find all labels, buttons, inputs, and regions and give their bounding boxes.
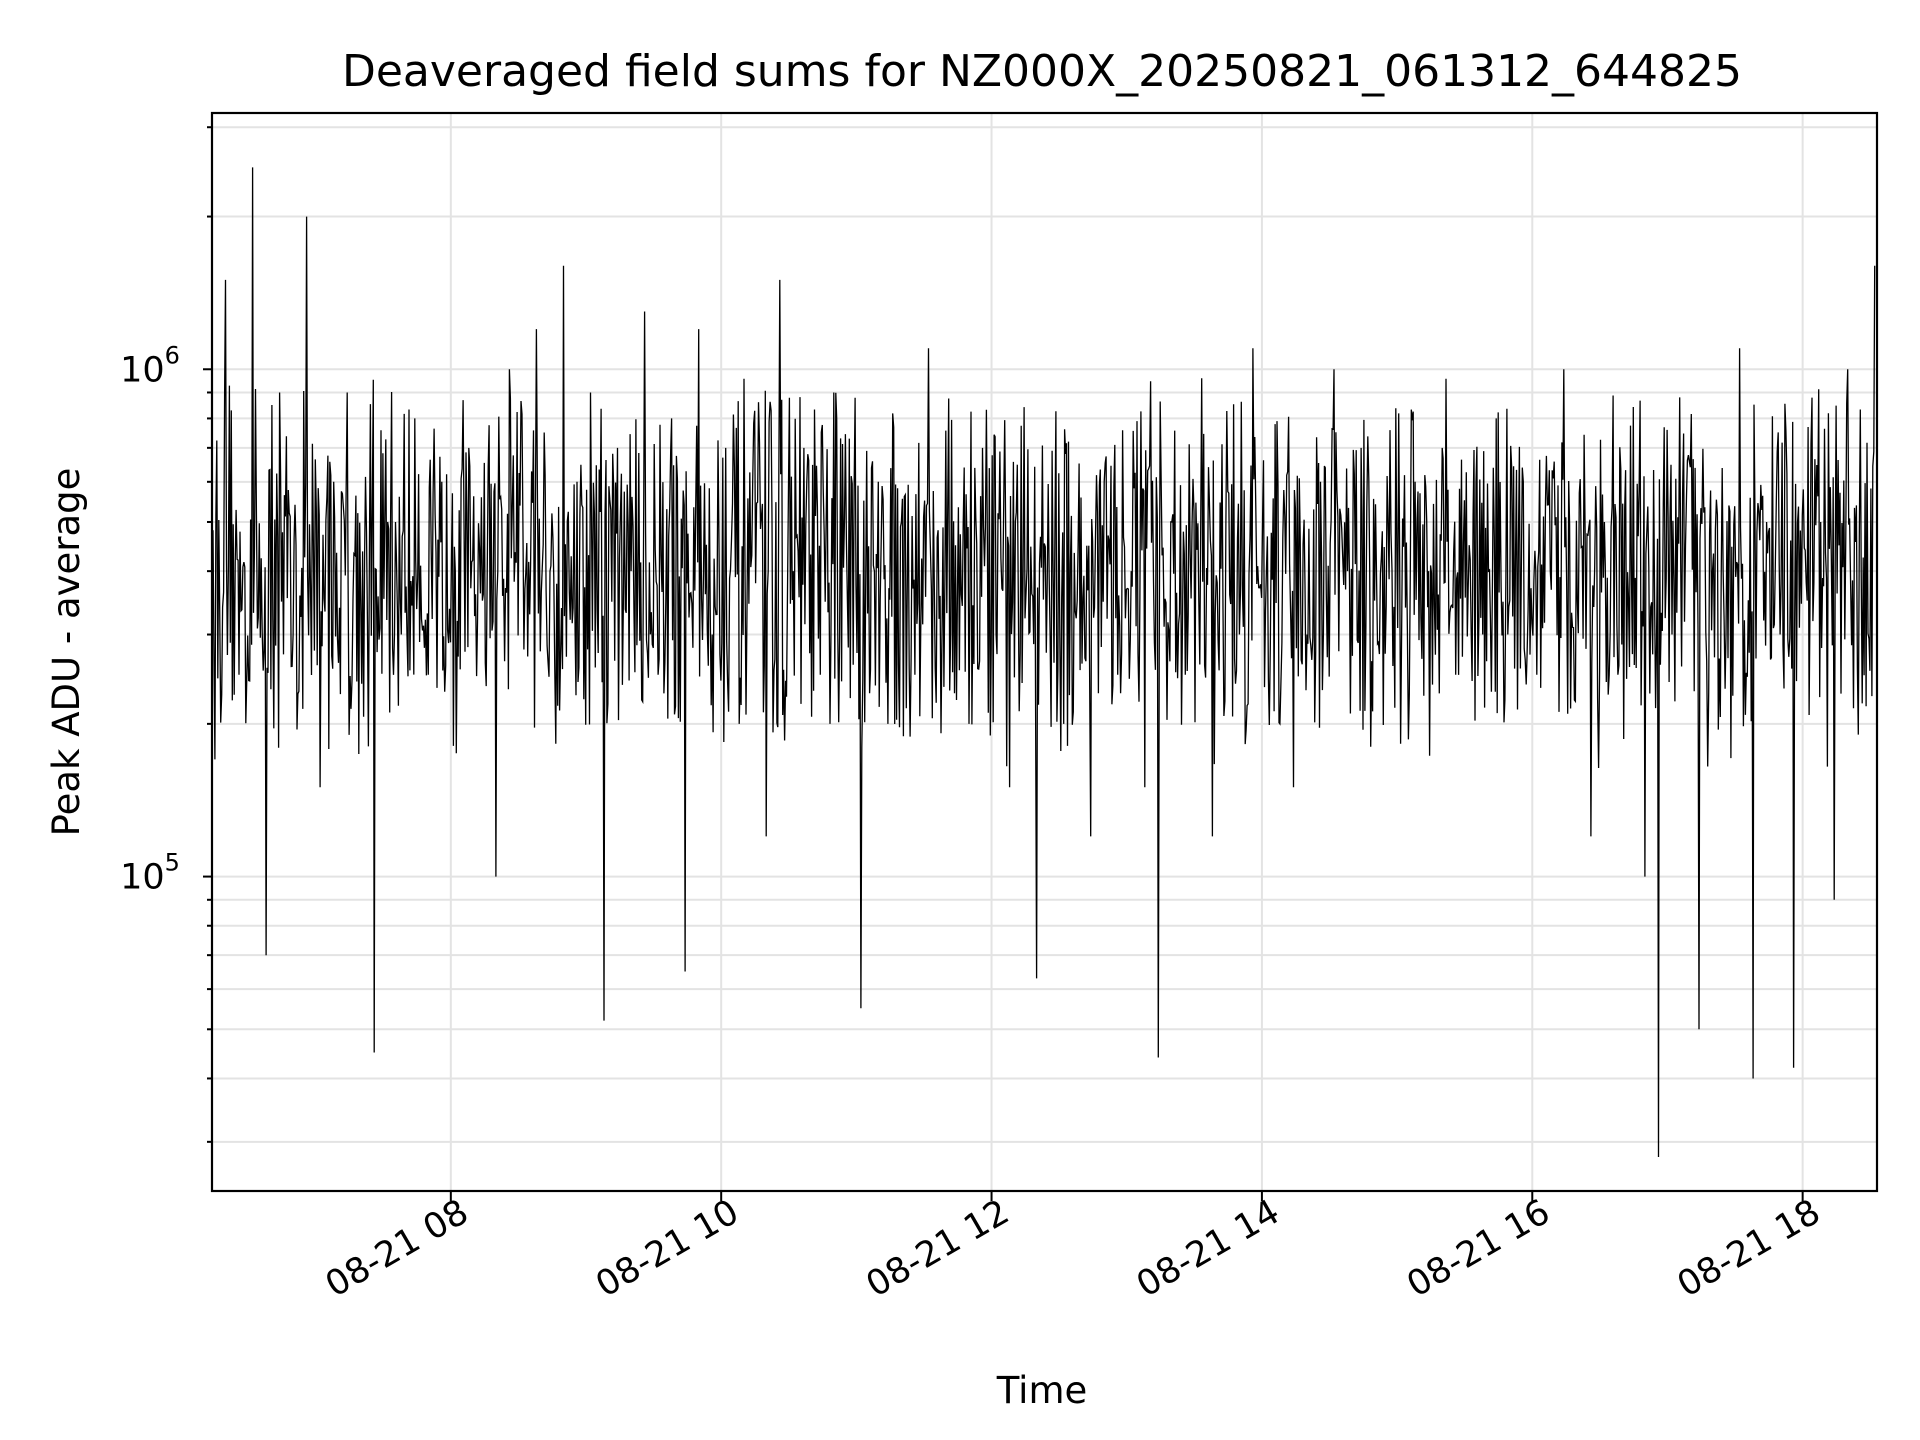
chart-title: Deaveraged field sums for NZ000X_2025082… (342, 46, 1742, 97)
y-axis-label: Peak ADU - average (45, 468, 88, 837)
x-axis-label: Time (996, 1369, 1088, 1412)
y-tick-label: 106 (120, 341, 180, 390)
y-tick-label: 105 (120, 849, 180, 898)
series-line (211, 167, 1876, 1158)
plot-frame (210, 111, 1879, 1193)
series-layer (211, 167, 1876, 1158)
